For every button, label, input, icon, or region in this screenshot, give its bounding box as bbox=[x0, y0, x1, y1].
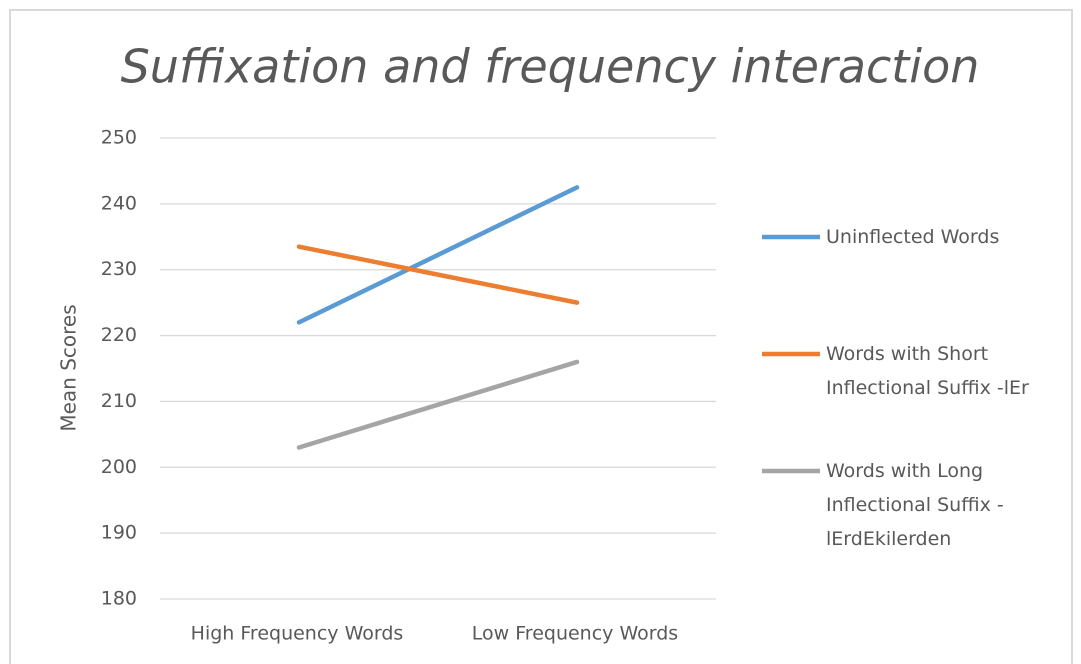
chart-title: Suffixation and frequency interaction bbox=[121, 40, 980, 94]
legend-label: Words with Short Inflectional Suffix -lE… bbox=[826, 343, 1029, 399]
series-line bbox=[296, 185, 580, 325]
series-line bbox=[296, 359, 580, 450]
chart-frame bbox=[9, 9, 1073, 664]
y-tick-label: 220 bbox=[101, 324, 137, 346]
y-tick-label: 230 bbox=[101, 258, 137, 280]
x-tick-label: Low Frequency Words bbox=[472, 623, 678, 645]
y-tick-label: 240 bbox=[101, 192, 137, 214]
y-tick-label: 210 bbox=[101, 390, 137, 412]
y-tick-label: 190 bbox=[101, 522, 137, 544]
x-tick-label: High Frequency Words bbox=[191, 623, 404, 645]
series-line bbox=[296, 244, 580, 305]
legend-label: Uninflected Words bbox=[826, 226, 1000, 248]
y-tick-label: 180 bbox=[101, 588, 137, 610]
y-tick-label: 200 bbox=[101, 456, 137, 478]
y-tick-label: 250 bbox=[101, 127, 137, 149]
legend-label: Words with Long Inflectional Suffix -lEr… bbox=[826, 460, 1004, 550]
y-axis-label: Mean Scores bbox=[57, 304, 81, 431]
